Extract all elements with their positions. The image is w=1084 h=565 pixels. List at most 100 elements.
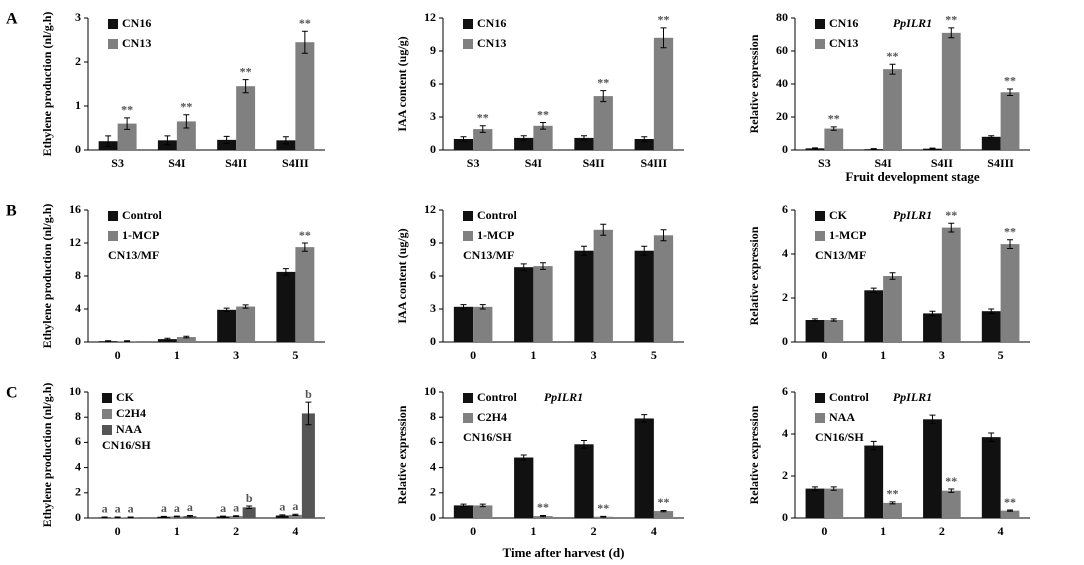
significance-label: ** xyxy=(299,16,311,30)
error-bar xyxy=(988,432,995,442)
error-bar xyxy=(889,272,896,280)
error-bar xyxy=(479,125,486,133)
annotation: CN16/SH xyxy=(463,430,512,444)
y-tick-label: 4 xyxy=(75,301,81,315)
y-tick-label: 80 xyxy=(776,10,788,24)
error-bar xyxy=(220,515,227,518)
error-bar xyxy=(1007,509,1014,512)
legend-swatch xyxy=(815,231,825,241)
legend-label: 1-MCP xyxy=(477,228,514,242)
y-tick-label: 0 xyxy=(782,510,788,524)
legend-label: CK xyxy=(116,390,135,404)
error-bar xyxy=(641,136,648,142)
x-tick-label: S3 xyxy=(467,156,480,170)
error-bar xyxy=(279,514,286,517)
bar xyxy=(634,250,654,342)
bar xyxy=(634,418,654,518)
significance-label: ** xyxy=(887,49,899,63)
y-tick-label: 1 xyxy=(75,98,81,112)
x-tick-label: S4II xyxy=(225,156,247,170)
y-axis-label: Ethylene production (nl/g.h) xyxy=(40,12,54,157)
x-axis-label: Time after harvest (d) xyxy=(503,545,625,560)
bar xyxy=(453,306,474,342)
significance-label: a xyxy=(187,500,193,514)
error-bar xyxy=(160,515,167,518)
legend-swatch xyxy=(102,393,112,403)
error-bar xyxy=(811,147,818,150)
x-tick-label: 5 xyxy=(651,348,657,362)
y-tick-label: 16 xyxy=(69,202,81,216)
x-tick-label: 5 xyxy=(998,348,1004,362)
bar xyxy=(1000,244,1020,342)
error-bar xyxy=(600,515,607,518)
bar xyxy=(514,457,534,518)
error-bar xyxy=(580,440,587,449)
y-tick-label: 4 xyxy=(782,246,788,260)
bar xyxy=(981,136,1001,150)
x-tick-label: S4I xyxy=(525,156,543,170)
bar xyxy=(301,413,315,518)
error-bar xyxy=(305,401,312,426)
error-bar xyxy=(233,515,240,517)
legend-swatch xyxy=(815,39,825,49)
y-tick-label: 2 xyxy=(782,468,788,482)
error-bar xyxy=(811,486,818,491)
x-tick-label: 0 xyxy=(115,524,121,538)
error-bar xyxy=(242,304,249,309)
bar xyxy=(941,32,961,150)
legend-swatch xyxy=(815,413,825,423)
bar xyxy=(941,490,961,518)
error-bar xyxy=(114,516,121,519)
y-tick-label: 0 xyxy=(430,334,436,348)
error-bar xyxy=(948,27,955,39)
error-bar xyxy=(988,308,995,314)
error-bar xyxy=(127,516,134,519)
error-bar xyxy=(988,135,995,139)
error-bar xyxy=(540,262,547,270)
bar xyxy=(473,505,493,518)
y-tick-label: 6 xyxy=(75,434,81,448)
x-tick-label: 0 xyxy=(821,348,827,362)
legend-label: NAA xyxy=(116,422,142,436)
bar xyxy=(824,128,844,150)
legend-label: NAA xyxy=(829,410,855,424)
bar xyxy=(653,37,674,150)
error-bar xyxy=(186,514,193,518)
error-bar xyxy=(641,245,648,256)
y-tick-label: 4 xyxy=(782,426,788,440)
significance-label: a xyxy=(102,502,108,516)
y-tick-label: 2 xyxy=(75,54,81,68)
x-tick-label: 3 xyxy=(939,348,945,362)
significance-label: a xyxy=(161,501,167,515)
annotation: CN16/SH xyxy=(815,430,864,444)
x-tick-label: 1 xyxy=(530,524,536,538)
error-bar xyxy=(830,486,837,491)
x-tick-label: 1 xyxy=(174,524,180,538)
bar xyxy=(805,320,825,342)
error-bar xyxy=(292,513,299,516)
legend-swatch xyxy=(102,425,112,435)
legend-label: CN13 xyxy=(122,36,151,50)
bar xyxy=(864,445,884,518)
significance-label: a xyxy=(279,500,285,514)
bar xyxy=(593,96,613,150)
bar xyxy=(453,139,474,150)
x-tick-label: 2 xyxy=(233,524,239,538)
x-tick-label: S4III xyxy=(641,156,668,170)
y-axis-label: Relative expression xyxy=(747,226,761,325)
bar xyxy=(288,514,302,518)
y-tick-label: 3 xyxy=(430,301,436,315)
annotation: CN13/MF xyxy=(815,248,866,262)
legend-swatch xyxy=(815,211,825,221)
significance-label: ** xyxy=(537,107,549,121)
error-bar xyxy=(520,263,527,271)
y-tick-label: 10 xyxy=(424,384,436,398)
legend-label: C2H4 xyxy=(477,410,507,424)
y-tick-label: 0 xyxy=(75,334,81,348)
x-tick-label: 3 xyxy=(591,348,597,362)
bar xyxy=(217,309,237,342)
y-axis-label: Relative expression xyxy=(747,34,761,133)
y-axis-label: IAA content (ug/g) xyxy=(395,228,409,323)
x-tick-label: 1 xyxy=(880,348,886,362)
error-bar xyxy=(124,340,131,343)
